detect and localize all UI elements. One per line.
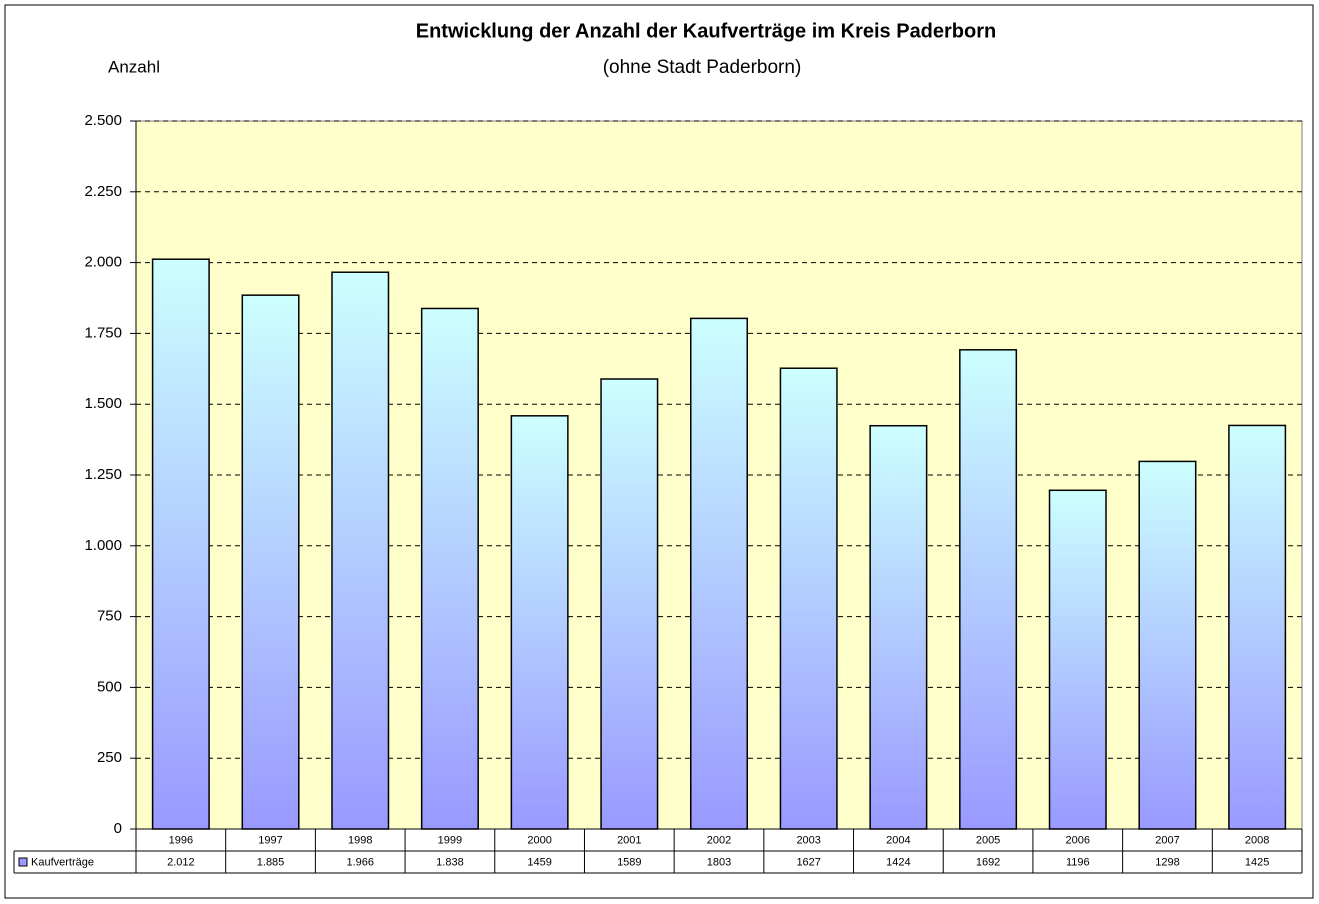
table-value: 1.885 bbox=[257, 856, 285, 868]
bar bbox=[600, 378, 659, 830]
x-tick-label: 2003 bbox=[796, 834, 820, 846]
bar bbox=[151, 258, 210, 830]
x-tick-label: 1997 bbox=[258, 834, 282, 846]
x-tick-label: 2002 bbox=[707, 834, 731, 846]
y-tick-label: 500 bbox=[97, 678, 122, 695]
chart-subtitle: (ohne Stadt Paderborn) bbox=[603, 57, 802, 78]
y-tick-label: 1.500 bbox=[84, 395, 122, 412]
bar bbox=[1228, 424, 1287, 830]
y-tick-label: 250 bbox=[97, 749, 122, 766]
table-value: 1627 bbox=[796, 856, 820, 868]
x-tick-label: 2008 bbox=[1245, 834, 1269, 846]
table-value: 1425 bbox=[1245, 856, 1269, 868]
table-value: 1589 bbox=[617, 856, 641, 868]
table-value: 1298 bbox=[1155, 856, 1179, 868]
bar bbox=[689, 317, 749, 830]
y-tick-label: 1.000 bbox=[84, 537, 122, 554]
x-tick-label: 2007 bbox=[1155, 834, 1179, 846]
y-tick-label: 750 bbox=[97, 608, 122, 625]
y-tick-label: 2.000 bbox=[84, 254, 122, 271]
bar bbox=[241, 294, 300, 830]
bar bbox=[1048, 489, 1107, 830]
bar bbox=[869, 424, 928, 830]
bar bbox=[779, 367, 838, 830]
x-tick-label: 1998 bbox=[348, 834, 372, 846]
y-tick-label: 1.250 bbox=[84, 466, 122, 483]
table-value: 1459 bbox=[527, 856, 551, 868]
x-tick-label: 1999 bbox=[438, 834, 462, 846]
bar bbox=[331, 271, 390, 830]
chart-title: Entwicklung der Anzahl der Kaufverträge … bbox=[416, 20, 997, 42]
y-tick-label: 2.500 bbox=[84, 112, 122, 129]
table-value: 1196 bbox=[1066, 856, 1090, 868]
bar bbox=[1138, 460, 1197, 830]
bar bbox=[510, 415, 569, 830]
table-value: 1803 bbox=[707, 856, 731, 868]
table-value: 1.838 bbox=[436, 856, 464, 868]
bar bbox=[420, 307, 479, 830]
x-tick-label: 2006 bbox=[1066, 834, 1090, 846]
y-tick-label: 2.250 bbox=[84, 183, 122, 200]
x-tick-label: 2004 bbox=[886, 834, 910, 846]
x-tick-label: 2005 bbox=[976, 834, 1000, 846]
y-tick-label: 0 bbox=[114, 820, 122, 837]
x-tick-label: 1996 bbox=[169, 834, 193, 846]
legend-label: Kaufverträge bbox=[31, 856, 94, 868]
table-value: 1424 bbox=[886, 856, 910, 868]
table-value: 2.012 bbox=[167, 856, 195, 868]
legend-key bbox=[18, 857, 28, 867]
y-axis-label: Anzahl bbox=[108, 57, 160, 76]
table-value: 1692 bbox=[976, 856, 1000, 868]
x-tick-label: 2001 bbox=[617, 834, 641, 846]
table-value: 1.966 bbox=[346, 856, 374, 868]
y-tick-label: 1.750 bbox=[84, 324, 122, 341]
bar bbox=[959, 349, 1018, 830]
x-tick-label: 2000 bbox=[527, 834, 551, 846]
